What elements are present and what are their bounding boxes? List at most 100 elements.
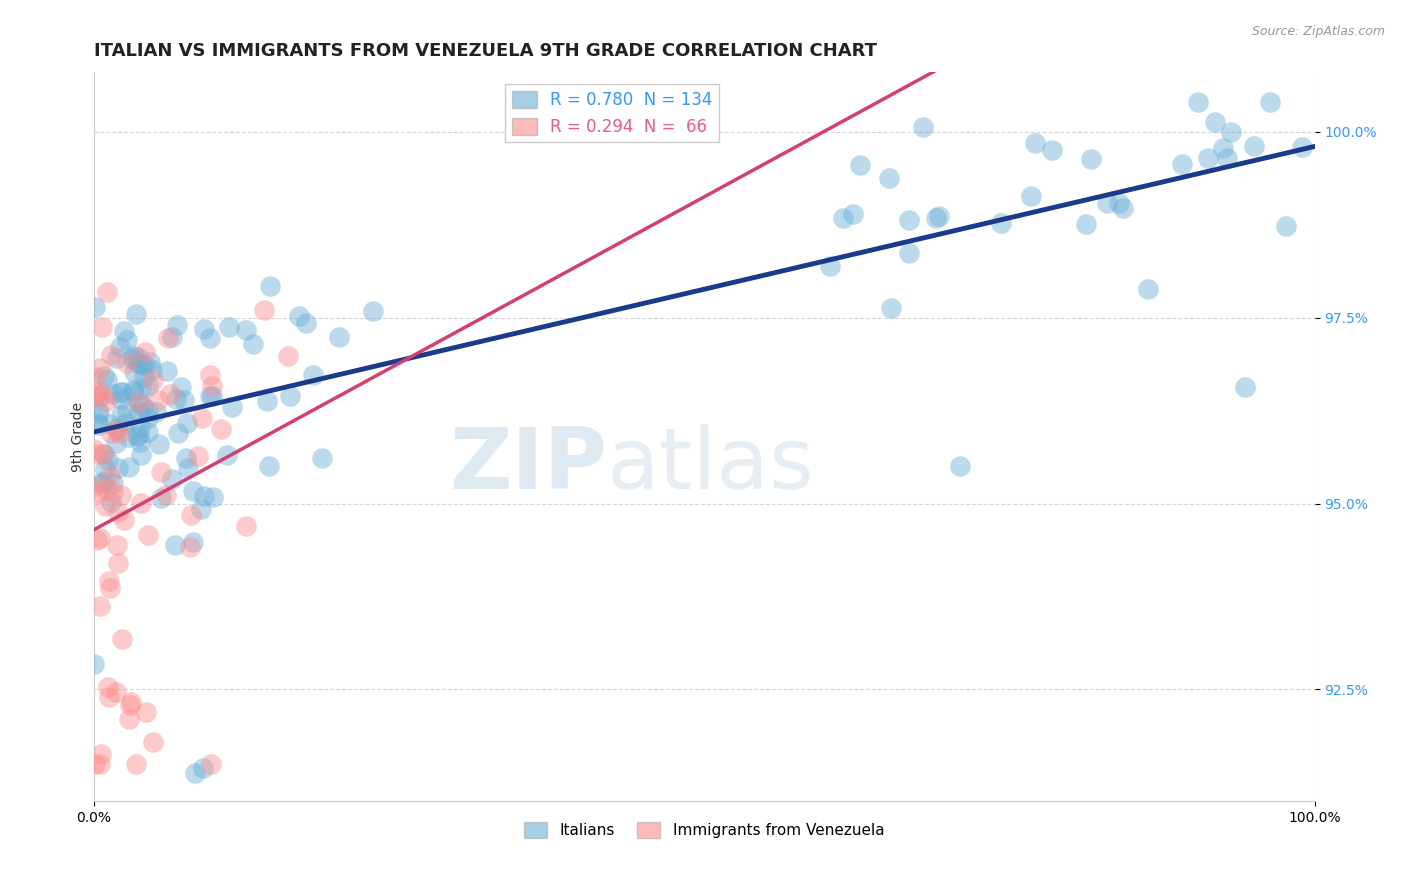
Point xyxy=(191,411,214,425)
Point xyxy=(83,442,105,456)
Point xyxy=(86,403,108,417)
Point xyxy=(897,212,920,227)
Point xyxy=(89,599,111,614)
Point xyxy=(94,462,117,476)
Point xyxy=(200,756,222,771)
Point xyxy=(328,330,350,344)
Point xyxy=(110,488,132,502)
Point xyxy=(91,388,114,402)
Point xyxy=(112,513,135,527)
Point xyxy=(90,475,112,490)
Text: atlas: atlas xyxy=(606,425,814,508)
Point xyxy=(179,540,201,554)
Point xyxy=(114,416,136,430)
Point xyxy=(91,447,114,461)
Point xyxy=(1080,152,1102,166)
Point xyxy=(83,480,105,494)
Point xyxy=(160,472,183,486)
Point xyxy=(148,437,170,451)
Point xyxy=(141,363,163,377)
Point xyxy=(110,408,132,422)
Point xyxy=(145,405,167,419)
Point xyxy=(193,322,215,336)
Point xyxy=(136,378,159,392)
Point xyxy=(110,392,132,406)
Text: ITALIAN VS IMMIGRANTS FROM VENEZUELA 9TH GRADE CORRELATION CHART: ITALIAN VS IMMIGRANTS FROM VENEZUELA 9TH… xyxy=(94,42,876,60)
Point xyxy=(831,211,853,226)
Point xyxy=(84,300,107,314)
Point xyxy=(117,404,139,418)
Point xyxy=(259,458,281,473)
Point xyxy=(1216,151,1239,165)
Point xyxy=(129,382,152,396)
Point xyxy=(100,426,122,441)
Point xyxy=(83,657,105,671)
Point xyxy=(1095,196,1118,211)
Point xyxy=(187,450,209,464)
Point xyxy=(949,458,972,473)
Point xyxy=(100,348,122,362)
Point xyxy=(105,436,128,450)
Point xyxy=(105,538,128,552)
Point xyxy=(97,680,120,694)
Point xyxy=(156,331,179,345)
Point xyxy=(162,330,184,344)
Point xyxy=(128,395,150,409)
Point xyxy=(1275,219,1298,233)
Point xyxy=(180,508,202,522)
Point xyxy=(259,279,281,293)
Point xyxy=(990,216,1012,230)
Point xyxy=(128,427,150,442)
Point xyxy=(198,368,221,383)
Point xyxy=(156,364,179,378)
Point xyxy=(1076,217,1098,231)
Point xyxy=(129,496,152,510)
Point xyxy=(200,331,222,345)
Point xyxy=(149,491,172,505)
Point xyxy=(1187,95,1209,110)
Point xyxy=(115,356,138,370)
Point xyxy=(121,384,143,399)
Point xyxy=(129,448,152,462)
Point xyxy=(142,373,165,387)
Point xyxy=(94,500,117,514)
Point xyxy=(87,486,110,500)
Point xyxy=(177,460,200,475)
Point xyxy=(128,394,150,409)
Point xyxy=(163,539,186,553)
Point xyxy=(89,384,111,399)
Point xyxy=(97,453,120,467)
Point xyxy=(361,304,384,318)
Point xyxy=(215,448,238,462)
Y-axis label: 9th Grade: 9th Grade xyxy=(72,401,86,472)
Point xyxy=(89,531,111,545)
Point xyxy=(124,350,146,364)
Point xyxy=(84,370,107,384)
Point xyxy=(98,690,121,704)
Point xyxy=(1171,156,1194,170)
Point xyxy=(120,695,142,709)
Point xyxy=(121,384,143,398)
Point xyxy=(110,632,132,646)
Point xyxy=(105,351,128,366)
Point xyxy=(136,528,159,542)
Point xyxy=(87,417,110,432)
Point xyxy=(880,301,903,315)
Point xyxy=(221,400,243,414)
Point xyxy=(98,417,121,431)
Point xyxy=(134,358,156,372)
Point xyxy=(108,340,131,354)
Point xyxy=(89,756,111,771)
Point xyxy=(105,423,128,437)
Point xyxy=(174,450,197,465)
Point xyxy=(184,765,207,780)
Point xyxy=(86,416,108,430)
Point xyxy=(278,389,301,403)
Point xyxy=(235,518,257,533)
Point xyxy=(1291,139,1313,153)
Point xyxy=(277,350,299,364)
Point xyxy=(209,422,232,436)
Point xyxy=(1233,380,1256,394)
Point xyxy=(218,319,240,334)
Point xyxy=(115,333,138,347)
